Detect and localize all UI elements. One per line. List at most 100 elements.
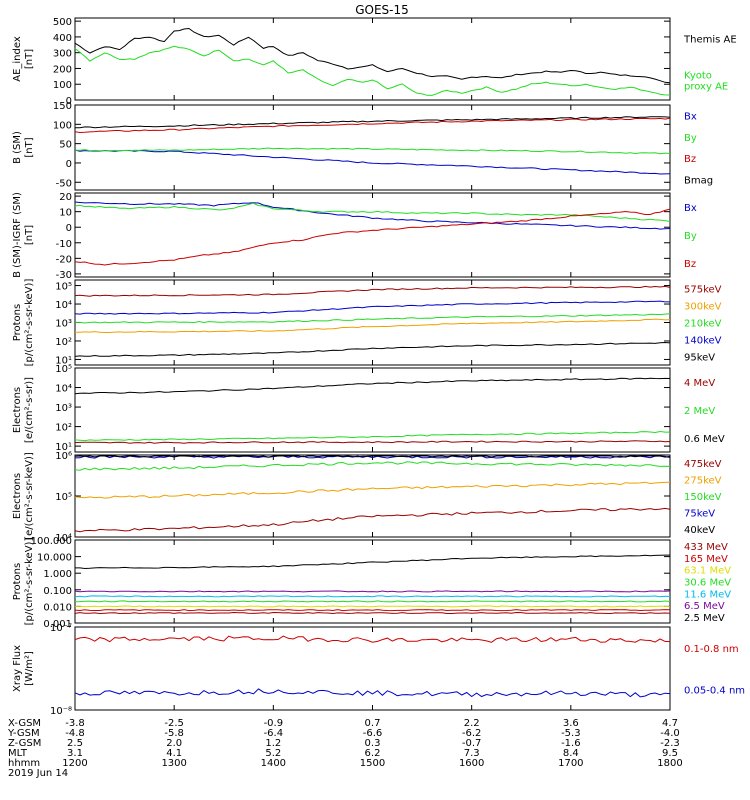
series-line xyxy=(74,609,671,612)
series-line xyxy=(74,45,671,96)
y-axis-label: Electrons xyxy=(12,473,23,519)
y-tick-label: 10¹ xyxy=(55,355,72,366)
ephemeris-value: -6.4 xyxy=(264,728,284,739)
ephemeris-value: 3.6 xyxy=(563,718,579,729)
y-tick-label: 10² xyxy=(55,337,72,348)
y-tick-label: 10⁻⁸ xyxy=(50,706,72,717)
y-tick-label: 0 xyxy=(66,159,72,170)
y-tick-label: -30 xyxy=(56,270,72,281)
ephemeris-value: -4.8 xyxy=(65,728,85,739)
series-line xyxy=(74,377,671,395)
y-tick-label: -50 xyxy=(56,178,72,189)
series-line xyxy=(74,481,671,499)
y-axis-label: Protons xyxy=(12,304,23,341)
ephemeris-value: -6.2 xyxy=(462,728,482,739)
y-tick-label: 10² xyxy=(55,423,72,434)
ephemeris-value: 8.4 xyxy=(563,748,579,759)
y-tick-label: 10⁴ xyxy=(55,533,72,544)
y-axis-label: [W/m²] xyxy=(24,651,35,686)
series-line xyxy=(74,600,671,603)
y-tick-label: 1.000 xyxy=(43,569,72,580)
ephemeris-value: -0.9 xyxy=(264,718,284,729)
legend-label: 75keV xyxy=(684,508,715,519)
legend-label: 0.1-0.8 nm xyxy=(684,644,739,655)
chart-title: GOES-15 xyxy=(355,3,409,17)
legend-label: 275keV xyxy=(684,476,722,487)
series-line xyxy=(74,208,671,266)
ephemeris-row-label: MLT xyxy=(8,748,28,759)
legend-label: 0.6 MeV xyxy=(684,434,725,445)
y-tick-label: 100 xyxy=(53,120,72,131)
ephemeris-value: 1400 xyxy=(261,758,286,769)
ephemeris-value: 1600 xyxy=(459,758,484,769)
y-tick-label: -20 xyxy=(56,254,72,265)
y-tick-label: 10.000 xyxy=(37,553,72,564)
date-label: 2019 Jun 14 xyxy=(8,768,68,779)
y-axis-label: Xray Flux xyxy=(12,645,23,692)
ephemeris-value: 3.1 xyxy=(67,748,83,759)
ephemeris-value: 1200 xyxy=(62,758,87,769)
ephemeris-value: -0.7 xyxy=(462,738,482,749)
legend-label: 475keV xyxy=(684,459,722,470)
y-tick-label: 10⁶ xyxy=(55,451,72,462)
y-axis-label: Protons xyxy=(12,563,23,600)
legend-label: Bz xyxy=(684,154,696,165)
legend-label: Bz xyxy=(684,259,696,270)
y-axis-label: [p/(cm²-s-sr-keV)] xyxy=(24,279,35,367)
y-tick-label: 50 xyxy=(59,140,72,151)
legend-label: 165 MeV xyxy=(684,554,728,565)
ephemeris-value: -6.6 xyxy=(363,728,383,739)
y-axis-label: [p/(cm²-s-sr-keV)] xyxy=(24,538,35,626)
panel-protons_mev: 0.001 0.010 0.100 1.000 10.000 100.000 Protons… xyxy=(12,536,731,630)
y-axis-label: Electrons xyxy=(12,387,23,433)
legend-label: 11.6 MeV xyxy=(684,589,731,600)
series-line xyxy=(74,318,671,333)
ephemeris-value: 4.7 xyxy=(662,718,678,729)
series-line xyxy=(74,430,670,442)
legend-label: 6.5 MeV xyxy=(684,601,725,612)
series-line xyxy=(75,554,670,570)
ephemeris-value: 1700 xyxy=(558,758,583,769)
series-line xyxy=(74,27,671,84)
ephemeris-value: -2.3 xyxy=(660,738,680,749)
series-line xyxy=(75,116,671,129)
legend-label: Kyoto xyxy=(684,71,712,82)
ephemeris-value: -4.0 xyxy=(660,728,680,739)
panel-bsm: -50 0 50 100 150 B (SM) [nT] Bx By Bz Bmag xyxy=(12,101,713,191)
series-line xyxy=(74,285,671,297)
ephemeris-value: 1300 xyxy=(161,758,186,769)
panel-frame xyxy=(74,192,671,278)
ephemeris-value: 0.7 xyxy=(365,718,381,729)
panel-electrons_kev: 10⁴ 10⁵ 10⁶ Electrons [e/(cm²-s-sr-keV)] 475k… xyxy=(12,451,722,544)
legend-label: Bx xyxy=(684,203,697,214)
y-tick-label: 10¹ xyxy=(55,442,72,453)
series-line xyxy=(74,300,670,315)
series-line xyxy=(74,201,671,230)
y-tick-label: 10⁵ xyxy=(55,364,72,375)
ephemeris-value: 1500 xyxy=(360,758,385,769)
panel-protons_e: 10¹ 10² 10³ 10⁴ 10⁵ Protons [p/(cm²-s-sr-keV)]… xyxy=(12,279,722,367)
series-line xyxy=(74,455,671,459)
y-tick-label: 10⁵ xyxy=(55,282,72,293)
legend-label: 210keV xyxy=(684,319,722,330)
legend-label: 575keV xyxy=(684,285,722,296)
ephemeris-value: 2.2 xyxy=(464,718,480,729)
series-line xyxy=(74,455,671,458)
series-line xyxy=(74,202,671,222)
legend-label: 63.1 MeV xyxy=(684,566,731,577)
y-tick-label: 0.001 xyxy=(43,619,72,630)
ephemeris-value: 2.5 xyxy=(67,738,83,749)
legend-label: By xyxy=(684,133,697,144)
legend-label: 30.6 MeV xyxy=(684,578,731,589)
series-line xyxy=(74,440,671,444)
y-tick-label: 100 xyxy=(53,80,72,91)
ephemeris-value: 1800 xyxy=(657,758,682,769)
series-line xyxy=(75,313,671,324)
y-tick-label: 300 xyxy=(53,49,72,60)
legend-label: 2 MeV xyxy=(684,406,715,417)
series-line xyxy=(74,611,671,615)
legend-label: 150keV xyxy=(684,492,722,503)
ephemeris-value: -2.5 xyxy=(164,718,184,729)
